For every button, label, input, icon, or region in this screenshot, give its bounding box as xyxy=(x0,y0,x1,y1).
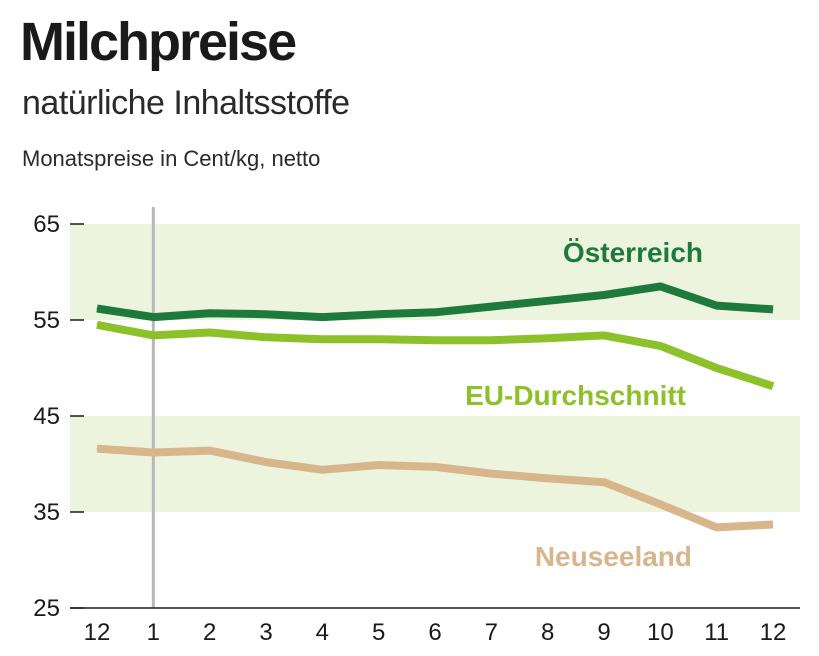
y-tick-label-55: 55 xyxy=(33,307,60,334)
data-point xyxy=(321,316,323,318)
data-point xyxy=(772,523,774,525)
y-axis-ticks: 65 55 45 35 25 xyxy=(33,211,84,622)
y-tick-label-35: 35 xyxy=(33,499,60,526)
data-point xyxy=(321,338,323,340)
series-0 xyxy=(96,282,774,322)
series-label-0: Österreich xyxy=(563,237,703,268)
x-tick-label: 10 xyxy=(647,619,674,646)
x-tick-label: 4 xyxy=(316,619,329,646)
data-point xyxy=(659,503,661,505)
series-2 xyxy=(96,444,774,532)
data-point xyxy=(265,461,267,463)
data-point xyxy=(659,345,661,347)
x-tick-label: 3 xyxy=(259,619,272,646)
series-labels: Österreich EU-Durchschnitt Neuseeland xyxy=(465,237,703,572)
data-point xyxy=(96,448,98,450)
data-point xyxy=(434,339,436,341)
data-point xyxy=(434,311,436,313)
data-point xyxy=(716,305,718,307)
data-point xyxy=(716,526,718,528)
data-point xyxy=(96,324,98,326)
data-point xyxy=(603,481,605,483)
data-point xyxy=(490,306,492,308)
data-point xyxy=(378,464,380,466)
data-point xyxy=(152,316,154,318)
data-point xyxy=(378,313,380,315)
x-tick-label: 12 xyxy=(760,619,787,646)
series-label-2: Neuseeland xyxy=(535,541,692,572)
data-point xyxy=(547,337,549,339)
x-tick-label: 8 xyxy=(541,619,554,646)
x-tick-label: 12 xyxy=(84,619,111,646)
data-point xyxy=(603,334,605,336)
data-point xyxy=(772,308,774,310)
data-point xyxy=(152,334,154,336)
x-axis: 12 1 2 3 4 5 6 7 8 9 10 11 12 xyxy=(70,607,800,646)
data-point xyxy=(490,473,492,475)
y-tick-label-65: 65 xyxy=(33,211,60,238)
data-point xyxy=(716,367,718,369)
series-lines xyxy=(96,282,775,532)
x-tick-label: 7 xyxy=(485,619,498,646)
series-1 xyxy=(96,320,775,391)
data-point xyxy=(378,338,380,340)
data-point xyxy=(547,477,549,479)
series-label-1: EU-Durchschnitt xyxy=(465,380,686,411)
y-tick-label-25: 25 xyxy=(33,595,60,622)
data-point xyxy=(490,339,492,341)
data-point xyxy=(772,385,774,387)
data-point xyxy=(603,294,605,296)
data-point xyxy=(209,331,211,333)
data-point xyxy=(659,285,661,287)
data-point xyxy=(434,466,436,468)
y-axis-unit-label: Monatspreise in Cent/kg, netto xyxy=(22,146,321,171)
x-tick-label: 6 xyxy=(428,619,441,646)
data-point xyxy=(265,313,267,315)
data-point xyxy=(152,451,154,453)
chart-title: Milchpreise xyxy=(20,12,297,72)
data-point xyxy=(547,300,549,302)
x-tick-label: 2 xyxy=(203,619,216,646)
y-tick-label-45: 45 xyxy=(33,403,60,430)
x-tick-label: 9 xyxy=(597,619,610,646)
data-point xyxy=(321,469,323,471)
data-point xyxy=(96,307,98,309)
band-0 xyxy=(70,224,800,320)
data-point xyxy=(209,450,211,452)
data-point xyxy=(265,336,267,338)
x-tick-label: 1 xyxy=(147,619,160,646)
chart-subtitle: natürliche Inhaltsstoffe xyxy=(22,84,350,122)
x-tick-label: 11 xyxy=(704,619,729,646)
series-line-1 xyxy=(96,320,775,391)
data-point xyxy=(209,312,211,314)
x-tick-label: 5 xyxy=(372,619,385,646)
